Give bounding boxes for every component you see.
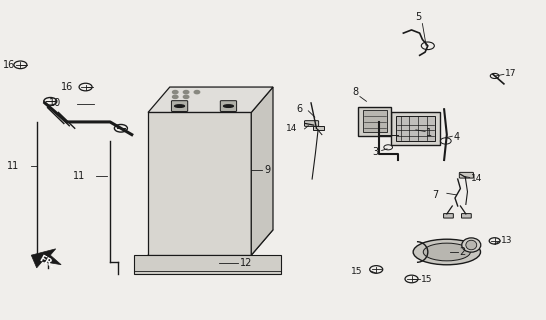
- Polygon shape: [148, 230, 273, 255]
- Polygon shape: [148, 87, 273, 112]
- FancyBboxPatch shape: [459, 172, 473, 178]
- Text: 14: 14: [286, 124, 298, 133]
- FancyBboxPatch shape: [461, 214, 471, 218]
- Polygon shape: [31, 249, 61, 268]
- Ellipse shape: [462, 238, 481, 252]
- Circle shape: [183, 91, 189, 94]
- Text: 16: 16: [3, 60, 15, 70]
- Circle shape: [194, 91, 200, 94]
- Text: 11: 11: [73, 171, 86, 181]
- Text: 14: 14: [471, 174, 482, 183]
- Polygon shape: [148, 112, 251, 255]
- FancyBboxPatch shape: [313, 126, 324, 130]
- Ellipse shape: [175, 105, 185, 107]
- FancyBboxPatch shape: [171, 101, 188, 111]
- Ellipse shape: [466, 240, 477, 250]
- Text: 5: 5: [416, 12, 422, 22]
- FancyBboxPatch shape: [363, 110, 387, 132]
- Text: 10: 10: [49, 98, 61, 108]
- Text: 15: 15: [421, 276, 432, 284]
- FancyBboxPatch shape: [443, 214, 453, 218]
- Text: 12: 12: [240, 258, 253, 268]
- Text: 11: 11: [7, 161, 19, 171]
- Text: 16: 16: [61, 82, 73, 92]
- Text: 13: 13: [501, 236, 513, 245]
- FancyBboxPatch shape: [396, 116, 435, 141]
- Polygon shape: [134, 255, 281, 274]
- Text: 6: 6: [297, 104, 303, 114]
- Text: 15: 15: [351, 267, 363, 276]
- Ellipse shape: [423, 243, 471, 261]
- Polygon shape: [251, 87, 273, 255]
- Text: 2: 2: [459, 247, 465, 257]
- Text: 1: 1: [426, 128, 432, 138]
- Text: FR.: FR.: [37, 253, 56, 269]
- Text: 7: 7: [432, 190, 438, 200]
- Text: 3: 3: [373, 147, 379, 157]
- Text: 9: 9: [265, 164, 271, 174]
- Text: 17: 17: [505, 69, 517, 78]
- FancyBboxPatch shape: [220, 101, 236, 111]
- Circle shape: [173, 91, 178, 94]
- Ellipse shape: [413, 239, 480, 265]
- Text: 8: 8: [353, 87, 359, 97]
- Text: 4: 4: [453, 132, 460, 142]
- Circle shape: [183, 95, 189, 99]
- FancyBboxPatch shape: [358, 107, 391, 136]
- FancyBboxPatch shape: [391, 112, 440, 145]
- Circle shape: [173, 95, 178, 99]
- Ellipse shape: [223, 105, 233, 107]
- FancyBboxPatch shape: [305, 121, 319, 126]
